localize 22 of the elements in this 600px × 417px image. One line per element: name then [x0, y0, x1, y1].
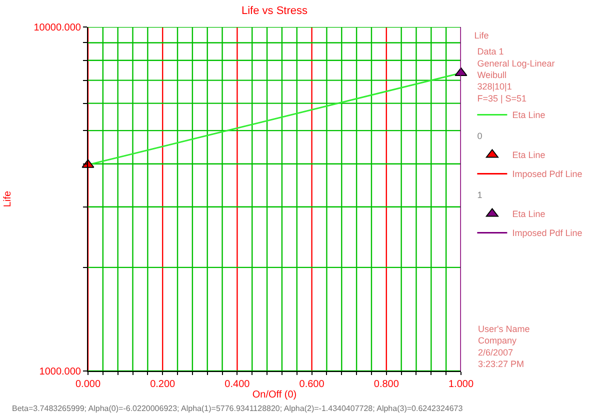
- legend-label: Eta Line: [512, 110, 546, 120]
- y-tick-label: 1000.000: [39, 366, 82, 378]
- x-tick-label: 0.200: [150, 379, 176, 390]
- text: 1: [477, 190, 482, 200]
- x-tick-label: 0.000: [75, 379, 101, 390]
- legend-label: Imposed Pdf Line: [512, 228, 582, 238]
- x-tick-label: 0.800: [374, 379, 400, 390]
- legend-label: Eta Line: [512, 150, 546, 160]
- text: User's Name Company 2/6/2007 3:23:27 PM: [478, 324, 530, 370]
- x-tick-label: 0.600: [299, 379, 325, 390]
- y-tick-label: 10000.000: [34, 22, 82, 34]
- chart-title: Life vs Stress: [241, 4, 308, 17]
- legend-label: Imposed Pdf Line: [512, 169, 582, 180]
- legend-label: Eta Line: [512, 209, 546, 220]
- x-axis-title: On/Off (0): [252, 390, 297, 400]
- legend-title: Life: [474, 30, 489, 41]
- x-tick-label: 0.400: [224, 379, 250, 390]
- y-axis-title: Life: [2, 190, 14, 208]
- x-tick-label: 1.000: [448, 379, 474, 390]
- text: Beta=3.7483265999; Alpha(0)=-6.0220006923; Alpha(1)=5776.9341128820; Alpha(2)=-1.4340407728; Alpha(3)=0.6242324673: [12, 404, 464, 413]
- text: 0: [477, 131, 482, 142]
- text: Data 1 General Log-Linear Weibull 328|10|1 F=35 | S=51: [477, 46, 555, 104]
